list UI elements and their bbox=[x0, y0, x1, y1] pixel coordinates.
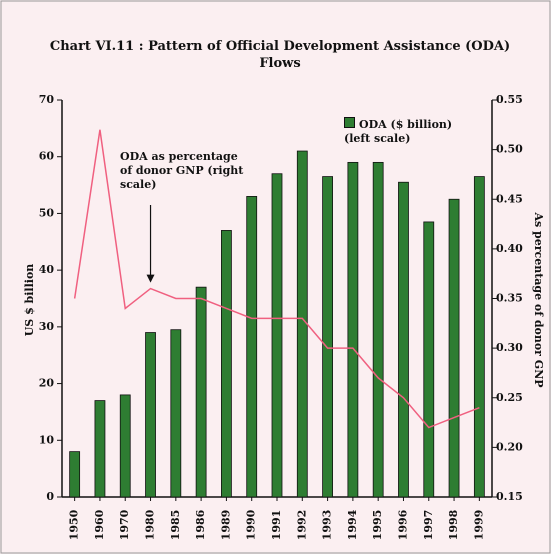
bar bbox=[246, 196, 258, 498]
x-tick-label: 1996 bbox=[396, 509, 409, 540]
y2-tick-label: 0.55 bbox=[496, 93, 523, 106]
x-tick-label: 1994 bbox=[346, 509, 359, 540]
y2-tick-label: 0.15 bbox=[496, 490, 523, 503]
y2-tick-label: 0.50 bbox=[496, 143, 523, 156]
bar bbox=[195, 286, 207, 498]
x-tick-label: 1989 bbox=[219, 510, 232, 541]
y-tick-label: 40 bbox=[39, 263, 55, 276]
bar bbox=[347, 161, 359, 498]
y2-tick-label: 0.35 bbox=[496, 292, 523, 305]
line bbox=[73, 129, 480, 429]
x-tick-label: 1960 bbox=[93, 509, 106, 540]
bar bbox=[145, 332, 156, 498]
arrow-head bbox=[146, 274, 155, 283]
x-tick-label: 1985 bbox=[169, 510, 182, 541]
x-tick-label: 1997 bbox=[422, 510, 435, 541]
y-axis-label: US $ billion bbox=[23, 264, 36, 337]
x-tick-label: 1970 bbox=[118, 509, 131, 540]
bar bbox=[398, 181, 409, 498]
bar bbox=[69, 451, 81, 498]
y-tick-label: 70 bbox=[39, 93, 55, 106]
x-tick-label: 1995 bbox=[371, 510, 384, 541]
x-tick-label: 1999 bbox=[472, 510, 485, 541]
x-tick-label: 1950 bbox=[68, 509, 81, 540]
y2-tick-label: 0.25 bbox=[496, 391, 523, 404]
bar bbox=[448, 198, 460, 498]
x-tick-label: 1993 bbox=[321, 510, 334, 541]
bar bbox=[170, 329, 182, 498]
bar bbox=[94, 400, 106, 498]
y-tick-label: 30 bbox=[39, 320, 55, 333]
legend-swatch bbox=[344, 117, 355, 128]
y-tick-label: 20 bbox=[39, 377, 55, 390]
x-tick-label: 1990 bbox=[245, 509, 258, 540]
y-tick-label: 0 bbox=[46, 490, 54, 503]
legend: ODA ($ billion) (left scale) bbox=[344, 117, 454, 146]
x-tick-label: 1980 bbox=[144, 509, 157, 540]
y2-tick-label: 0.30 bbox=[496, 341, 523, 354]
bar bbox=[372, 161, 384, 498]
annotation: ODA as percentage of donor GNP (right sc… bbox=[120, 150, 244, 191]
y2-tick-label: 0.45 bbox=[496, 192, 523, 205]
chart-title: Chart VI.11 : Pattern of Official Develo… bbox=[49, 39, 511, 71]
bar bbox=[473, 176, 485, 498]
x-tick-label: 1998 bbox=[447, 509, 460, 540]
y-tick-label: 60 bbox=[39, 150, 55, 163]
y2-axis-label: As percentage of donor GNP bbox=[532, 211, 545, 387]
bar bbox=[271, 173, 283, 498]
legend-label: ODA ($ billion) (left scale) bbox=[344, 118, 453, 145]
y-tick-label: 10 bbox=[39, 433, 55, 446]
x-tick-label: 1986 bbox=[194, 509, 207, 540]
bar bbox=[296, 150, 308, 498]
bar bbox=[322, 176, 333, 498]
bar bbox=[423, 221, 435, 498]
y-tick-label: 50 bbox=[39, 206, 55, 219]
bar bbox=[119, 394, 131, 498]
y2-tick-label: 0.40 bbox=[496, 242, 523, 255]
x-tick-label: 1991 bbox=[270, 510, 283, 541]
y2-tick-label: 0.20 bbox=[496, 440, 523, 453]
x-tick-label: 1992 bbox=[295, 510, 308, 541]
bar bbox=[221, 230, 232, 498]
